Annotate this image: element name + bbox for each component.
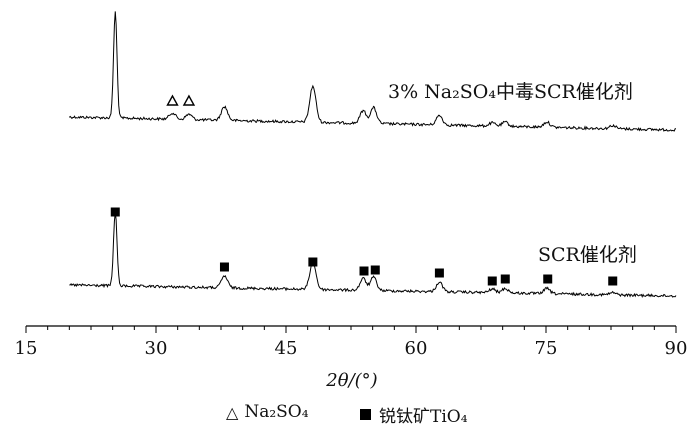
x-tick-label: 75 [535, 338, 558, 359]
series-label-poisoned: 3% Na₂SO₄中毒SCR催化剂 [388, 81, 633, 103]
square-marker [500, 274, 510, 284]
triangle-icon: △ [226, 402, 239, 422]
square-marker [487, 276, 497, 286]
square-icon [360, 409, 371, 420]
square-marker [434, 268, 444, 278]
legend: △ Na₂SO₄ 锐钛矿TiO₄ [0, 402, 700, 432]
legend-label-anatase: 锐钛矿TiO₄ [379, 407, 468, 427]
square-marker [110, 207, 120, 217]
x-tick-label: 15 [15, 338, 38, 359]
square-marker [219, 262, 229, 272]
square-marker [543, 274, 553, 284]
x-tick-label: 90 [665, 338, 688, 359]
square-marker [370, 265, 380, 275]
series-line-poisoned [68, 11, 676, 132]
triangle-marker [182, 94, 196, 106]
x-axis-title: 2θ/(°) [325, 370, 377, 391]
x-ticks: 15 30 45 60 75 90 [15, 326, 688, 359]
legend-item-na2so4: △ Na₂SO₄ [226, 402, 309, 422]
series-line-fresh [69, 212, 677, 299]
x-tick-label: 60 [405, 338, 428, 359]
series-label-fresh: SCR催化剂 [538, 244, 637, 266]
square-marker [359, 266, 369, 276]
peak-markers [110, 94, 618, 286]
x-tick-label: 45 [275, 338, 298, 359]
traces [68, 11, 677, 299]
triangle-marker [166, 94, 179, 106]
legend-item-anatase: 锐钛矿TiO₄ [360, 402, 468, 427]
square-marker [608, 276, 618, 286]
square-marker [308, 257, 318, 267]
legend-label-na2so4: Na₂SO₄ [244, 402, 309, 422]
x-tick-label: 30 [145, 338, 168, 359]
